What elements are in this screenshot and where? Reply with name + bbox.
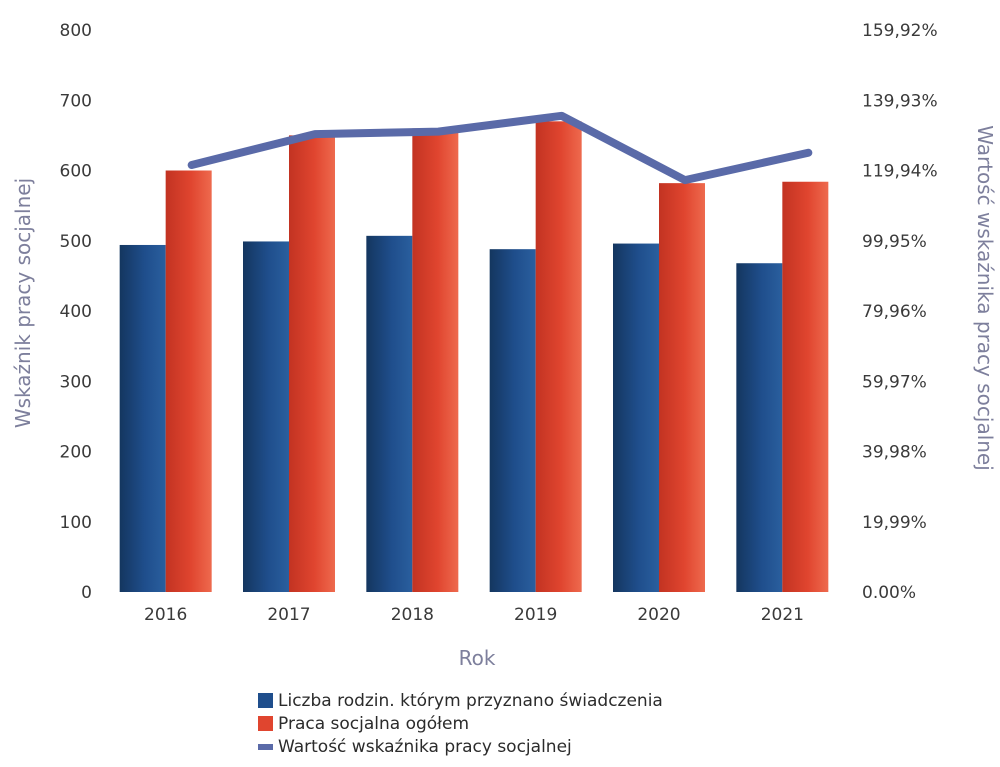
legend-swatch-blue xyxy=(258,693,273,708)
legend-item: Liczba rodzin. którym przyznano świadcze… xyxy=(258,689,663,712)
line-wartosc-wskaznika xyxy=(187,111,813,185)
bar-liczba-rodzin xyxy=(243,241,289,592)
legend: Liczba rodzin. którym przyznano świadcze… xyxy=(258,689,663,758)
y-right-tick-label: 19,99% xyxy=(862,513,927,533)
bars-layer xyxy=(119,121,829,593)
legend-item: Praca socjalna ogółem xyxy=(258,712,663,735)
y-axis-left-title: Wskaźnik pracy socjalnej xyxy=(11,178,35,428)
y-right-tick-label: 99,95% xyxy=(862,232,927,252)
bar-praca-socjalna xyxy=(165,170,212,592)
y-right-tick-label: 79,96% xyxy=(862,302,927,322)
x-tick-label: 2019 xyxy=(514,605,557,625)
legend-swatch-line xyxy=(258,743,273,750)
bar-liczba-rodzin xyxy=(736,263,783,592)
y-left-tick-label: 300 xyxy=(60,372,92,392)
y-left-tick-label: 600 xyxy=(60,162,92,182)
legend-label: Liczba rodzin. którym przyznano świadcze… xyxy=(278,690,663,711)
y-left-tick-label: 700 xyxy=(60,91,92,111)
x-tick-label: 2016 xyxy=(144,605,187,625)
legend-label: Wartość wskaźnika pracy socjalnej xyxy=(278,736,572,757)
bar-liczba-rodzin xyxy=(366,235,413,592)
bar-liczba-rodzin xyxy=(613,243,659,592)
y-right-tick-label: 39,98% xyxy=(862,443,927,463)
bar-praca-socjalna xyxy=(659,183,705,592)
line-layer xyxy=(187,111,813,185)
bar-praca-socjalna xyxy=(412,128,459,592)
legend-item: Wartość wskaźnika pracy socjalnej xyxy=(258,735,663,758)
y-left-tick-label: 200 xyxy=(60,443,92,463)
y-right-tick-label: 59,97% xyxy=(862,372,927,392)
y-right-tick-label: 119,94% xyxy=(862,162,938,182)
bar-praca-socjalna xyxy=(535,121,582,592)
y-right-tick-label: 139,93% xyxy=(862,91,938,111)
bar-praca-socjalna xyxy=(782,181,829,593)
x-tick-label: 2021 xyxy=(761,605,804,625)
y-left-tick-label: 100 xyxy=(60,513,92,533)
y-left-tick-label: 500 xyxy=(60,232,92,252)
y-left-tick-label: 400 xyxy=(60,302,92,322)
legend-label: Praca socjalna ogółem xyxy=(278,713,470,734)
legend-swatch-red xyxy=(258,716,273,731)
ticks-layer: 0 100 200 300 400 500 600 700 800 0.00% 19,99% 39,9… xyxy=(60,21,938,625)
x-tick-label: 2020 xyxy=(637,605,680,625)
y-left-tick-label: 800 xyxy=(60,21,92,41)
x-axis-title: Rok xyxy=(459,646,496,670)
bar-liczba-rodzin xyxy=(119,244,166,592)
y-right-tick-label: 0.00% xyxy=(862,583,916,603)
y-axis-right-title: Wartość wskaźnika pracy socjalnej xyxy=(973,125,997,471)
y-left-tick-label: 0 xyxy=(81,583,92,603)
y-right-tick-label: 159,92% xyxy=(862,21,938,41)
bar-praca-socjalna xyxy=(289,135,335,592)
x-tick-label: 2018 xyxy=(391,605,434,625)
bar-liczba-rodzin xyxy=(489,249,536,592)
x-tick-label: 2017 xyxy=(267,605,310,625)
